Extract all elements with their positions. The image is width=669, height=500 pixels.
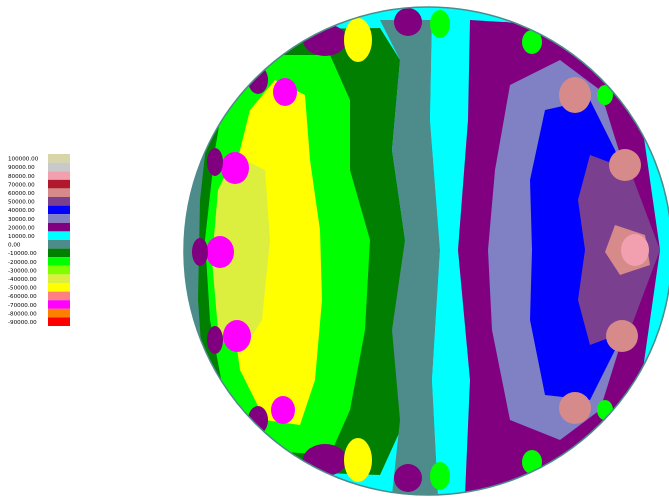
legend-label: -10000.00 [8, 251, 37, 257]
legend-label: 70000.00 [8, 182, 35, 188]
legend-label: -90000.00 [8, 320, 37, 326]
legend-swatch [48, 231, 70, 240]
legend-label: 10000.00 [8, 234, 35, 240]
legend-swatch [48, 291, 70, 301]
legend-swatch [48, 188, 70, 197]
legend-label: 50000.00 [8, 200, 35, 206]
legend-swatch [48, 222, 70, 232]
legend-label: -80000.00 [8, 311, 37, 317]
legend-swatch [48, 248, 70, 258]
legend-swatch [48, 162, 70, 172]
legend-label: 0,00 [8, 243, 21, 249]
legend-label: 100000.00 [8, 157, 39, 163]
legend-label: 80000.00 [8, 174, 35, 180]
legend: 100000.00 90000.00 80000.00 70000.00 60000.0… [8, 154, 70, 326]
contour-regions [184, 7, 669, 495]
legend-label: 90000.00 [8, 165, 35, 171]
region-slate-center [380, 20, 440, 495]
legend-label: 20000.00 [8, 225, 35, 231]
legend-swatch [48, 317, 70, 326]
legend-swatch [48, 214, 70, 223]
legend-label: -70000.00 [8, 303, 37, 309]
legend-label: 40000.00 [8, 208, 35, 214]
legend-swatch [48, 274, 70, 283]
legend-label: -30000.00 [8, 268, 37, 274]
legend-label: -40000.00 [8, 277, 37, 283]
legend-swatch [48, 265, 70, 275]
legend-swatch [48, 205, 70, 215]
legend-swatch [48, 308, 70, 318]
legend-label: -20000.00 [8, 260, 37, 266]
legend-label: -50000.00 [8, 286, 37, 292]
legend-label: -60000.00 [8, 294, 37, 300]
region-cyan-center [430, 20, 470, 495]
legend-swatch [48, 154, 70, 163]
legend-swatch [48, 171, 70, 180]
legend-swatch [48, 300, 70, 309]
region-yellow-green [212, 155, 270, 355]
legend-label: 60000.00 [8, 191, 35, 197]
disc-outline [183, 6, 669, 496]
legend-swatch [48, 283, 70, 292]
legend-swatch [48, 197, 70, 206]
legend-swatch [48, 257, 70, 266]
legend-label: 30000.00 [8, 217, 35, 223]
legend-swatch [48, 240, 70, 249]
legend-swatch [48, 179, 70, 189]
